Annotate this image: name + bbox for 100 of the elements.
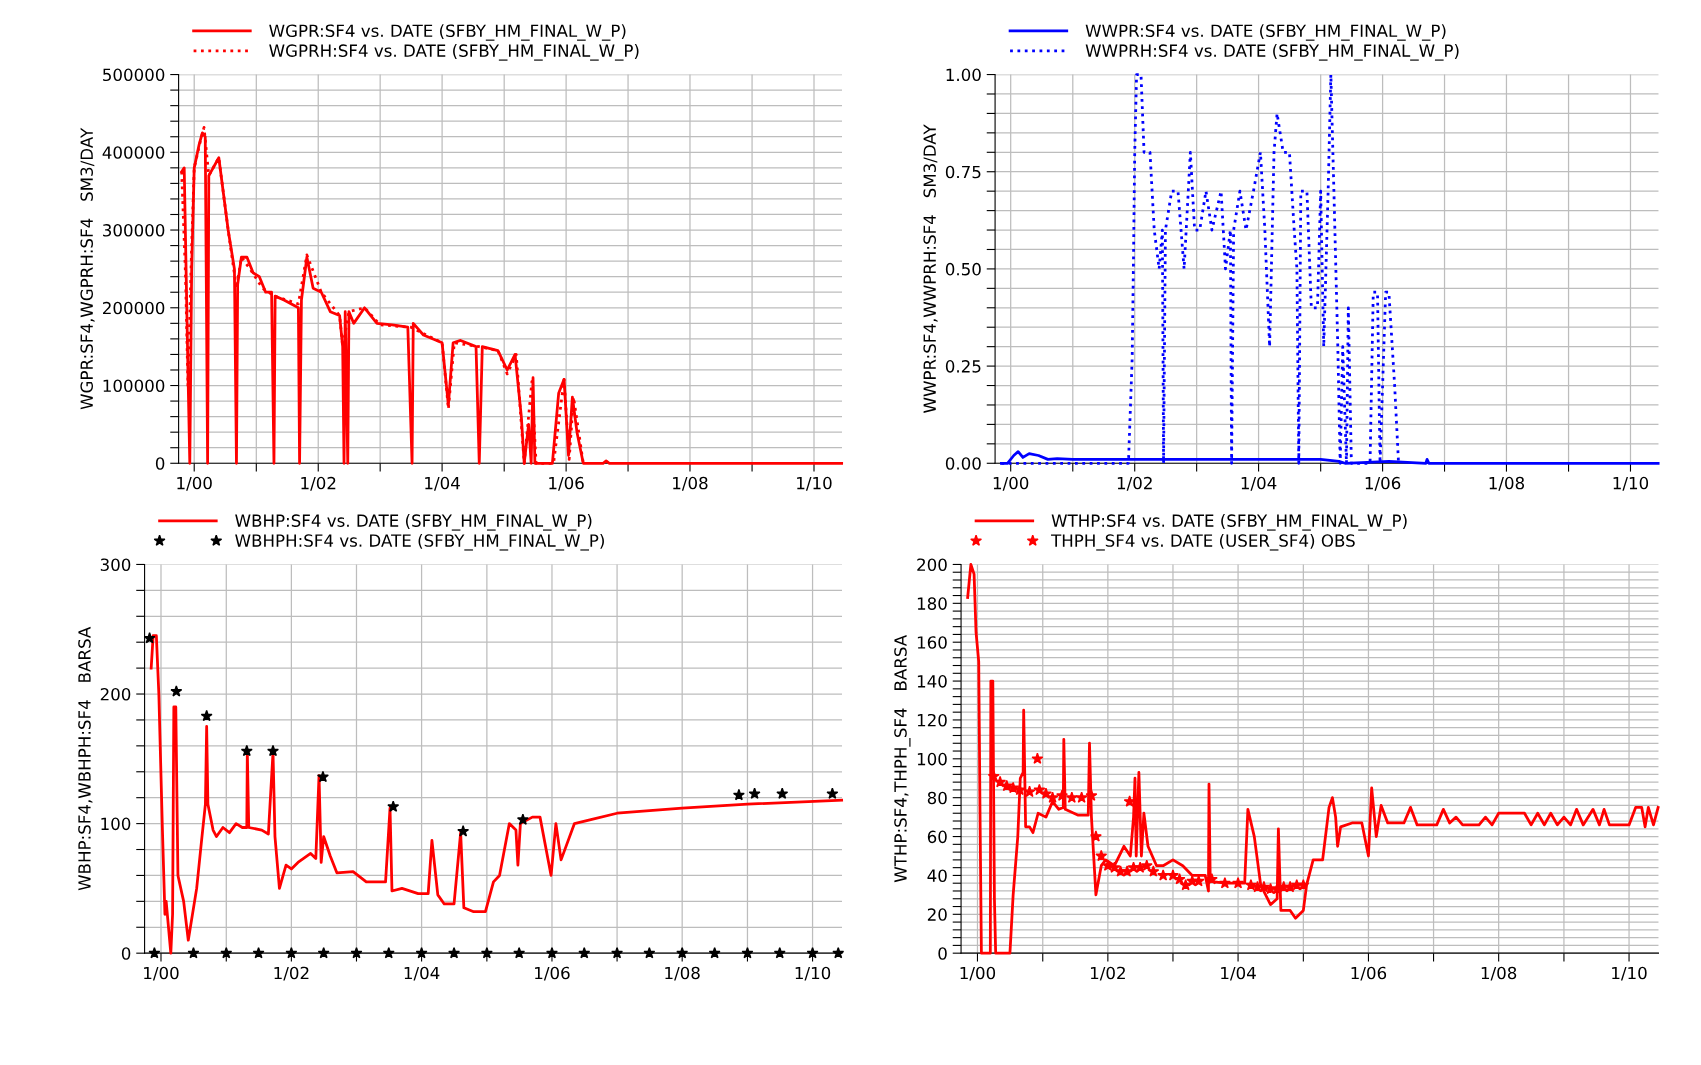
x-tick-label: 1/08 xyxy=(1489,476,1525,491)
legend-label: WTHP:SF4 vs. DATE (SFBY_HM_FINAL_W_P) xyxy=(1051,514,1407,531)
point xyxy=(143,632,156,644)
y-tick-label: 100 xyxy=(101,817,131,831)
y-tick-label: 20 xyxy=(927,908,947,921)
point xyxy=(387,800,400,812)
y-tick-label: 80 xyxy=(927,791,947,805)
y-tick-label: 0 xyxy=(121,947,131,960)
x-tick-label: 1/04 xyxy=(1221,966,1256,981)
line-series xyxy=(966,563,1660,955)
x-tick-label: 1/10 xyxy=(797,476,832,491)
point xyxy=(748,787,761,799)
y-tick-label: 140 xyxy=(917,675,947,688)
point xyxy=(806,946,819,959)
point xyxy=(240,744,253,757)
point xyxy=(316,770,329,783)
point xyxy=(1085,789,1098,801)
point xyxy=(732,788,745,801)
point xyxy=(776,787,789,799)
x-tick-label: 1/08 xyxy=(673,476,708,491)
x-tick-label: 1/04 xyxy=(1241,476,1277,491)
point xyxy=(148,946,161,959)
legend-label: WGPR:SF4 vs. DATE (SFBY_HM_FINAL_W_P) xyxy=(269,24,626,41)
point xyxy=(480,946,493,959)
point xyxy=(1297,878,1310,891)
point xyxy=(285,946,298,959)
point xyxy=(643,946,656,959)
x-tick-label: 1/10 xyxy=(1612,966,1647,981)
point xyxy=(1147,865,1160,877)
point xyxy=(220,946,233,959)
point xyxy=(317,946,330,959)
point xyxy=(1031,752,1044,765)
y-tick-label: 0.50 xyxy=(945,262,981,276)
point xyxy=(1244,878,1257,891)
point xyxy=(578,946,591,959)
y-tick-label: 0.75 xyxy=(945,165,981,179)
point xyxy=(1089,830,1102,842)
y-tick-label: 0 xyxy=(155,457,165,470)
x-tick-label: 1/00 xyxy=(177,476,212,491)
x-tick-label: 1/06 xyxy=(1365,476,1401,491)
x-tick-label: 1/02 xyxy=(274,966,309,981)
legend-label: WGPRH:SF4 vs. DATE (SFBY_HM_FINAL_W_P) xyxy=(269,44,639,61)
y-tick-label: 120 xyxy=(917,713,947,727)
x-tick-label: 1/00 xyxy=(144,966,179,981)
y-tick-label: 100000 xyxy=(103,379,165,393)
point xyxy=(267,744,279,757)
point xyxy=(987,770,1000,782)
point xyxy=(1075,791,1088,803)
x-tick-label: 1/04 xyxy=(425,476,460,491)
point xyxy=(187,946,200,959)
point xyxy=(350,946,363,959)
point xyxy=(611,946,624,959)
y-tick-label: 40 xyxy=(927,869,947,882)
legend-label: WBHPH:SF4 vs. DATE (SFBY_HM_FINAL_W_P) xyxy=(235,533,604,551)
point xyxy=(741,946,754,959)
legend-label: WWPRH:SF4 vs. DATE (SFBY_HM_FINAL_W_P) xyxy=(1085,44,1459,61)
x-tick-label: 1/02 xyxy=(301,476,336,491)
point xyxy=(513,946,526,959)
y-axis-title: WWPR:SF4,WWPRH:SF4 SM3/DAY xyxy=(923,124,938,413)
point xyxy=(1140,859,1153,871)
y-tick-label: 200 xyxy=(917,558,947,572)
y-tick-label: 200000 xyxy=(103,301,165,315)
x-tick-label: 1/04 xyxy=(404,966,440,981)
y-tick-label: 60 xyxy=(927,830,947,844)
point xyxy=(545,946,558,959)
x-tick-label: 1/06 xyxy=(1351,966,1387,981)
x-tick-label: 1/10 xyxy=(1613,476,1649,491)
y-tick-label: 0 xyxy=(938,947,947,960)
point xyxy=(1065,791,1078,803)
y-axis-title: WGPR:SF4,WGPRH:SF4 SM3/DAY xyxy=(80,127,95,410)
point xyxy=(516,813,529,825)
point xyxy=(252,946,265,959)
point xyxy=(676,946,689,959)
y-tick-label: 300 xyxy=(100,558,131,572)
point xyxy=(200,709,213,722)
x-tick-label: 1/10 xyxy=(795,966,831,981)
point xyxy=(832,946,845,959)
y-tick-label: 180 xyxy=(917,597,947,610)
x-tick-label: 1/06 xyxy=(549,476,584,491)
point xyxy=(1095,849,1108,862)
y-tick-label: 0.00 xyxy=(945,457,981,470)
point xyxy=(448,946,461,959)
x-tick-label: 1/08 xyxy=(665,966,700,981)
x-tick-label: 1/02 xyxy=(1090,966,1125,981)
point xyxy=(708,946,721,959)
y-tick-label: 400000 xyxy=(102,146,165,159)
y-axis-title: WTHP:SF4,THPH_SF4 BARSA xyxy=(894,634,911,883)
point xyxy=(826,787,839,799)
point xyxy=(170,685,183,697)
y-tick-label: 1.00 xyxy=(946,68,981,82)
point xyxy=(1056,789,1068,801)
point xyxy=(773,946,786,959)
x-tick-label: 1/08 xyxy=(1481,966,1517,981)
y-tick-label: 300000 xyxy=(103,224,165,237)
y-tick-label: 160 xyxy=(917,636,947,649)
point xyxy=(382,946,395,959)
point xyxy=(1232,876,1245,889)
point xyxy=(1218,876,1231,889)
point xyxy=(457,825,470,837)
y-tick-label: 500000 xyxy=(103,68,165,82)
